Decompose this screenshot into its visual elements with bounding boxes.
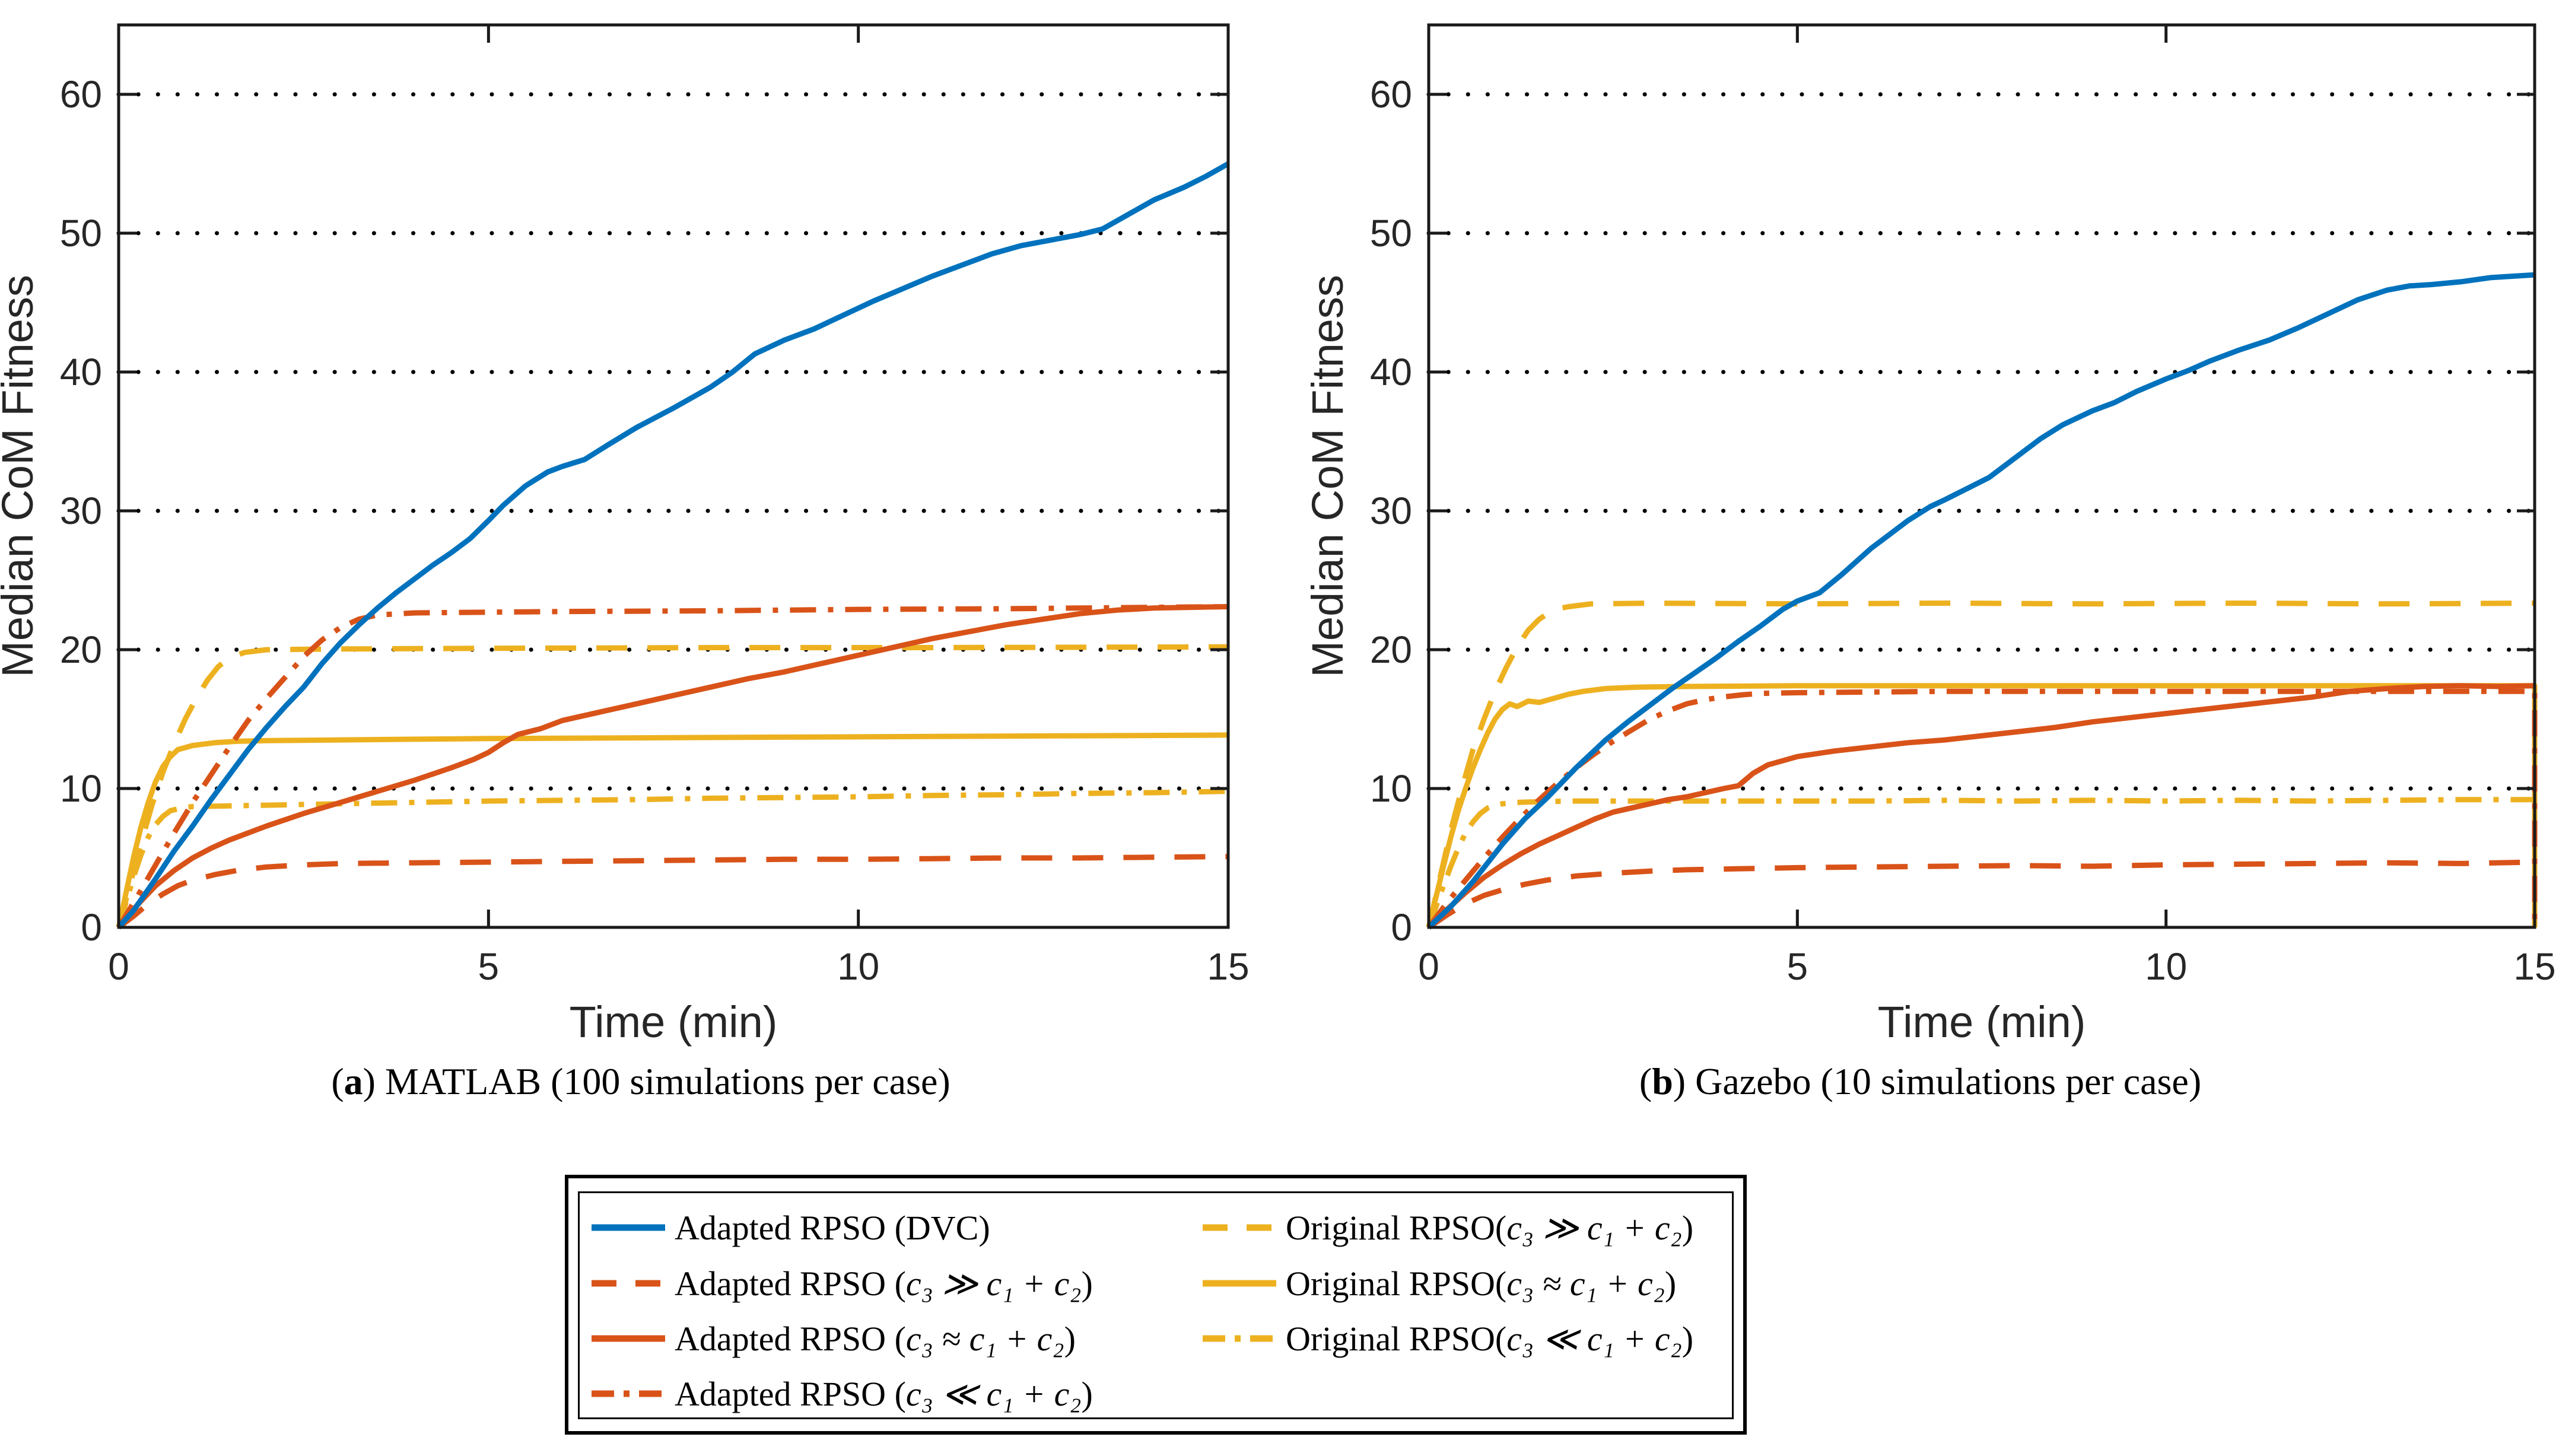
legend-label-math: c₃ ≪ c₁ + c₂ xyxy=(1506,1320,1682,1358)
x-tick-label: 15 xyxy=(1207,945,1249,988)
y-tick-label: 60 xyxy=(60,73,102,116)
y-tick-label: 0 xyxy=(1391,906,1412,949)
y-tick-label: 10 xyxy=(1370,767,1412,810)
legend-label: Original RPSO( xyxy=(1286,1208,1507,1247)
legend-box: Adapted RPSO (DVC) Adapted RPSO (c₃ ≫ c₁ … xyxy=(565,1175,1747,1435)
y-axis-title: Median CoM Fitness xyxy=(0,275,42,678)
legend-label: Adapted RPSO ( xyxy=(675,1319,906,1358)
series-line xyxy=(1426,683,2538,929)
series-line xyxy=(116,604,1229,929)
x-tick-label: 15 xyxy=(2513,945,2555,988)
legend-item: Adapted RPSO (c₃ ≫ c₁ + c₂) xyxy=(590,1264,1093,1303)
legend-line-sample-blue-solid xyxy=(592,1224,665,1231)
legend-label-math: c₃ ≈ c₁ + c₂ xyxy=(905,1319,1064,1358)
y-tick-label: 20 xyxy=(60,628,102,671)
y-tick-label: 40 xyxy=(60,351,102,393)
x-axis-title: Time (min) xyxy=(1878,997,2086,1047)
x-tick-label: 0 xyxy=(1418,945,1439,988)
legend-label-close: ) xyxy=(1664,1264,1677,1303)
caption-open: ( xyxy=(1639,1060,1652,1102)
legend-label-close: ) xyxy=(1681,1208,1694,1247)
y-tick-label: 20 xyxy=(1370,628,1412,671)
legend-line-sample-yellow-dashdot xyxy=(1203,1335,1276,1342)
series-line xyxy=(1426,683,2535,930)
legend-label: Original RPSO( xyxy=(1286,1264,1507,1303)
y-tick-label: 50 xyxy=(60,212,102,255)
series-line xyxy=(1426,600,2535,928)
legend-label-math: c₃ ≈ c₁ + c₂ xyxy=(1506,1264,1665,1303)
legend-item: Adapted RPSO (c₃ ≪ c₁ + c₂) xyxy=(590,1374,1093,1413)
caption-text-b: Gazebo (10 simulations per case) xyxy=(1686,1060,2202,1102)
series-line xyxy=(116,732,1229,928)
legend-line-sample-yellow-solid xyxy=(1203,1280,1276,1287)
caption-panel-b: (b) Gazebo (10 simulations per case) xyxy=(1282,1060,2559,1104)
series-line xyxy=(116,161,1230,929)
y-tick-label: 40 xyxy=(1370,351,1412,393)
legend-label-math: c₃ ≪ c₁ + c₂ xyxy=(905,1375,1082,1413)
legend-label: Original RPSO( xyxy=(1286,1319,1507,1358)
legend-item: Original RPSO(c₃ ≫ c₁ + c₂) xyxy=(1201,1208,1694,1247)
legend-inner-border: Adapted RPSO (DVC) Adapted RPSO (c₃ ≫ c₁ … xyxy=(578,1191,1734,1419)
y-tick-label: 30 xyxy=(60,489,102,532)
legend-line-sample-orange-dashdot xyxy=(592,1390,665,1397)
caption-panel-a: (a) MATLAB (100 simulations per case) xyxy=(0,1060,1282,1104)
legend-label-close: ) xyxy=(1081,1374,1093,1413)
y-tick-label: 0 xyxy=(81,906,102,949)
legend-item: Original RPSO(c₃ ≈ c₁ + c₂) xyxy=(1201,1264,1677,1303)
caption-close: ) xyxy=(363,1060,376,1102)
x-tick-label: 5 xyxy=(478,945,500,988)
caption-letter-b: b xyxy=(1652,1060,1673,1102)
legend-label-math: c₃ ≫ c₁ + c₂ xyxy=(905,1264,1082,1303)
legend-line-sample-orange-dashed xyxy=(592,1280,665,1287)
series-line xyxy=(1426,272,2535,930)
plot-box xyxy=(117,23,1230,929)
chart-panel-a: 0 5 10 15 0 10 20 30 40 50 60 Time (min) Median CoM … xyxy=(0,23,1250,1047)
x-tick-label: 10 xyxy=(2145,945,2187,988)
legend-item: Original RPSO(c₃ ≪ c₁ + c₂) xyxy=(1201,1319,1694,1358)
caption-close: ) xyxy=(1673,1060,1686,1102)
caption-text-a: MATLAB (100 simulations per case) xyxy=(375,1060,951,1102)
series-line xyxy=(116,644,1229,929)
x-tick-label: 10 xyxy=(837,945,879,988)
legend-item: Adapted RPSO (DVC) xyxy=(590,1208,990,1247)
y-axis-title: Median CoM Fitness xyxy=(1303,275,1352,678)
series-line xyxy=(116,604,1229,929)
x-tick-label: 5 xyxy=(1787,945,1808,988)
legend-line-sample-orange-solid xyxy=(592,1335,665,1342)
series-line xyxy=(1426,688,2538,929)
y-tick-label: 50 xyxy=(1370,212,1412,255)
caption-open: ( xyxy=(331,1060,344,1102)
plot-box xyxy=(1427,23,2536,929)
chart-panel-b: 0 5 10 15 0 10 20 30 40 50 60 Time (min) Median CoM … xyxy=(1303,23,2556,1047)
legend-label-close: ) xyxy=(1681,1319,1694,1358)
series-line xyxy=(1427,859,2535,930)
legend-label: Adapted RPSO ( xyxy=(675,1264,906,1303)
series-line xyxy=(1426,797,2535,929)
y-tick-label: 30 xyxy=(1370,489,1412,532)
legend-label: Adapted RPSO ( xyxy=(675,1374,906,1413)
series-line xyxy=(117,854,1229,930)
legend-label-close: ) xyxy=(1064,1319,1076,1358)
y-tick-label: 10 xyxy=(60,767,102,810)
legend-item: Adapted RPSO (c₃ ≈ c₁ + c₂) xyxy=(590,1319,1076,1358)
legend-label: Adapted RPSO (DVC) xyxy=(675,1208,990,1247)
legend-label-close: ) xyxy=(1081,1264,1093,1303)
x-axis-title: Time (min) xyxy=(570,997,778,1047)
legend-label-math: c₃ ≫ c₁ + c₂ xyxy=(1506,1209,1682,1247)
y-tick-label: 60 xyxy=(1370,73,1412,116)
caption-letter-a: a xyxy=(344,1060,363,1102)
legend-line-sample-yellow-dashed xyxy=(1203,1224,1276,1231)
x-tick-label: 0 xyxy=(108,945,129,988)
